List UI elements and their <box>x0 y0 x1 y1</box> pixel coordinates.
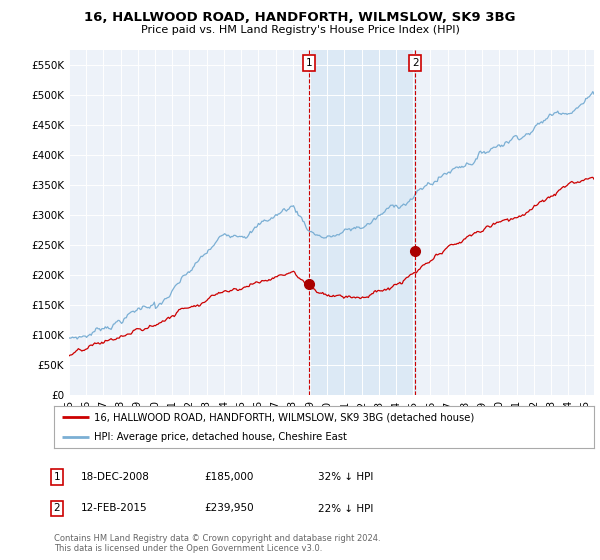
Text: 1: 1 <box>53 472 61 482</box>
Text: Contains HM Land Registry data © Crown copyright and database right 2024.
This d: Contains HM Land Registry data © Crown c… <box>54 534 380 553</box>
Text: 12-FEB-2015: 12-FEB-2015 <box>81 503 148 514</box>
Text: 32% ↓ HPI: 32% ↓ HPI <box>318 472 373 482</box>
Text: £185,000: £185,000 <box>204 472 253 482</box>
Bar <box>309 50 415 395</box>
Text: 2: 2 <box>412 58 419 68</box>
Text: HPI: Average price, detached house, Cheshire East: HPI: Average price, detached house, Ches… <box>95 432 347 442</box>
Text: 1: 1 <box>306 58 313 68</box>
Text: 16, HALLWOOD ROAD, HANDFORTH, WILMSLOW, SK9 3BG (detached house): 16, HALLWOOD ROAD, HANDFORTH, WILMSLOW, … <box>95 412 475 422</box>
Text: 16, HALLWOOD ROAD, HANDFORTH, WILMSLOW, SK9 3BG: 16, HALLWOOD ROAD, HANDFORTH, WILMSLOW, … <box>84 11 516 24</box>
Text: Price paid vs. HM Land Registry's House Price Index (HPI): Price paid vs. HM Land Registry's House … <box>140 25 460 35</box>
Text: 18-DEC-2008: 18-DEC-2008 <box>81 472 150 482</box>
Text: 22% ↓ HPI: 22% ↓ HPI <box>318 503 373 514</box>
Text: £239,950: £239,950 <box>204 503 254 514</box>
Text: 2: 2 <box>53 503 61 514</box>
